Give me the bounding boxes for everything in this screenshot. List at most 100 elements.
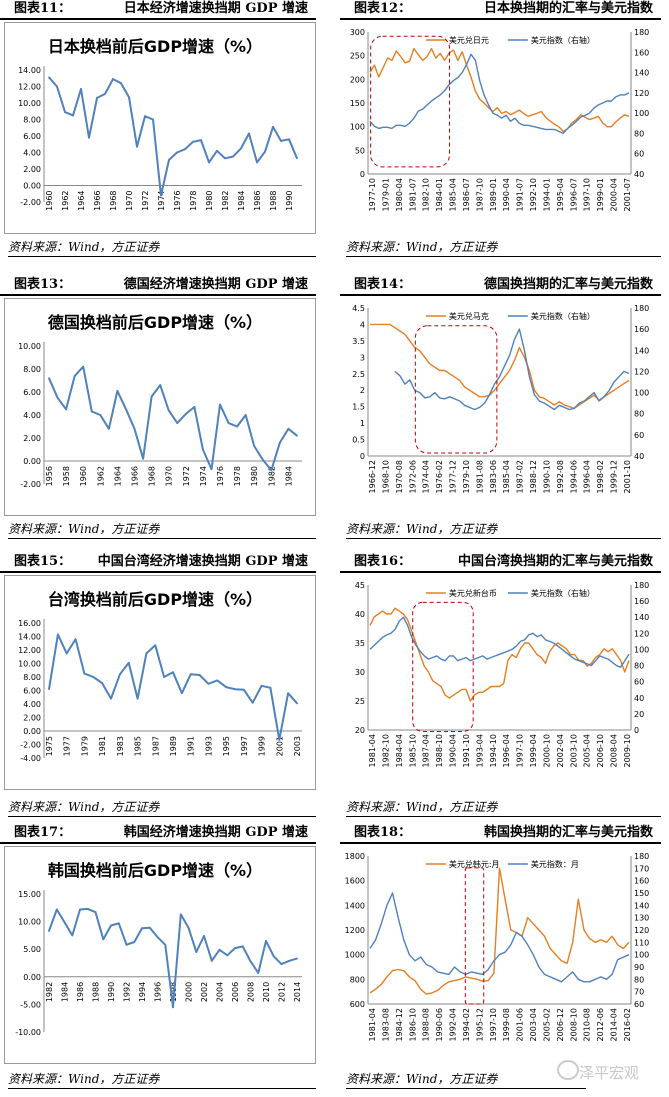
gdp-point [128, 96, 130, 99]
gdp-point [56, 396, 59, 399]
source-note: 资料来源：Wind，方正证券 [346, 1072, 586, 1089]
x-tick-label: 2001-06 [516, 1008, 525, 1041]
x-tick-label: 1974 [157, 191, 166, 211]
left-tick-label: 800 [350, 975, 365, 984]
gdp-point [192, 140, 194, 143]
x-tick-label: 1993 [204, 736, 213, 756]
gdp-point [148, 926, 151, 929]
y-tick-label: 0.00 [23, 727, 41, 736]
gdp-point [264, 150, 266, 153]
dollar-index-line [394, 328, 630, 411]
x-tick-label: 1979 [80, 736, 89, 756]
x-tick-label: 2000-10 [542, 734, 551, 767]
x-tick-label: 1994-02 [462, 1008, 471, 1041]
x-tick-label: 2005-04 [583, 734, 592, 767]
figure-17-header: 图表17： 韩国经济增速换挡期 GDP 增速 [0, 824, 316, 844]
y-tick-label: 6.00 [23, 132, 41, 141]
gdp-point [189, 673, 192, 676]
chart-title: 韩国换档前后GDP增速（%） [48, 861, 262, 880]
figure-12-header: 图表12： 日本换挡期的汇率与美元指数 [340, 0, 661, 20]
highlight-box [412, 601, 474, 732]
x-tick-label: 1998-02 [596, 460, 605, 493]
x-tick-label: 1981-04 [368, 1008, 377, 1041]
figure-16-header: 图表16： 中国台湾换挡期的汇率与美元指数 [340, 553, 661, 573]
x-tick-label: 1992-04 [449, 1008, 458, 1041]
y-tick-label: -2.00 [20, 741, 41, 750]
left-tick-label: 30 [355, 668, 365, 677]
left-tick-label: 250 [350, 52, 365, 61]
gdp-point [242, 688, 245, 691]
x-tick-label: 1968-10 [381, 460, 390, 493]
figure-number: 图表16： [354, 554, 412, 569]
right-tick-label: 60 [634, 150, 644, 159]
x-tick-label: 1986 [253, 191, 262, 211]
x-tick-label: 2012-06 [596, 1008, 605, 1041]
x-tick-label: 1958 [62, 466, 71, 486]
gdp-point [117, 922, 120, 925]
y-tick-label: 10.00 [18, 99, 41, 108]
x-tick-label: 2010 [262, 982, 271, 1002]
gdp-point [287, 692, 290, 695]
gdp-point [48, 930, 50, 932]
gdp-point [156, 936, 159, 938]
left-tick-label: 150 [350, 99, 365, 108]
legend-label-fx: 美元兑新台币 [449, 588, 497, 598]
right-tick-label: 160 [634, 48, 649, 57]
x-tick-label: 1968 [148, 466, 157, 486]
gdp-point [278, 738, 281, 741]
gdp-point [133, 941, 136, 943]
gdp-point [296, 702, 298, 705]
x-tick-label: 1990-10 [542, 460, 551, 493]
x-tick-label: 1980-04 [395, 178, 404, 211]
x-tick-label: 1988-10 [435, 734, 444, 767]
gdp-point [141, 927, 143, 930]
gdp-point [80, 88, 82, 90]
gdp-point [187, 926, 190, 929]
x-tick-label: 2006-10 [596, 734, 605, 767]
gdp-point [241, 945, 244, 948]
gdp-point [253, 445, 256, 447]
y-tick-label: -2.00 [20, 198, 41, 207]
x-tick-label: 1993-04 [475, 734, 484, 767]
y-tick-label: -4.00 [20, 754, 41, 763]
gdp-point [48, 688, 50, 691]
gdp-point [56, 85, 58, 88]
y-tick-label: 5.00 [23, 945, 41, 954]
legend-label-fx: 美元兑马克 [449, 311, 489, 321]
x-tick-label: 1983 [116, 736, 125, 756]
gdp-point [193, 406, 196, 408]
x-tick-label: 1999-04 [529, 734, 538, 767]
gdp-point [88, 136, 90, 139]
y-tick-label: 0.00 [23, 182, 41, 191]
figure-number: 图表15： [14, 554, 72, 569]
x-tick-label: 1984-04 [395, 734, 404, 767]
x-tick-label: 1992 [123, 982, 132, 1002]
x-tick-label: 1988 [269, 191, 278, 211]
gdp-point [172, 671, 174, 674]
y-tick-label: 2.00 [23, 434, 41, 443]
gdp-point [184, 148, 186, 151]
gdp-point [234, 688, 236, 691]
x-tick-label: 2005-02 [542, 1008, 551, 1041]
y-tick-label: 12.00 [18, 646, 41, 655]
x-tick-label: 2012 [278, 982, 287, 1002]
gdp-point [240, 147, 242, 150]
x-tick-label: 1992-10 [529, 178, 538, 211]
left-tick-label: 4 [360, 320, 365, 329]
gdp-point [207, 682, 210, 685]
x-tick-label: 2006 [231, 982, 240, 1002]
right-tick-label: 80 [634, 975, 644, 984]
x-tick-label: 1986-10 [408, 1008, 417, 1041]
source-note: 资料来源：Wind，方正证券 [346, 240, 661, 257]
gdp-point [94, 911, 97, 914]
left-tick-label: 2.5 [352, 370, 365, 379]
left-tick-label: 3 [360, 353, 365, 362]
left-tick-label: 300 [350, 28, 365, 37]
chart-frame [4, 298, 316, 516]
gdp-point [288, 138, 290, 141]
gdp-point [176, 151, 178, 154]
x-tick-label: 1985-10 [408, 734, 417, 767]
gdp-point [226, 954, 229, 957]
gdp-point [74, 638, 77, 641]
right-tick-label: 120 [634, 89, 649, 98]
